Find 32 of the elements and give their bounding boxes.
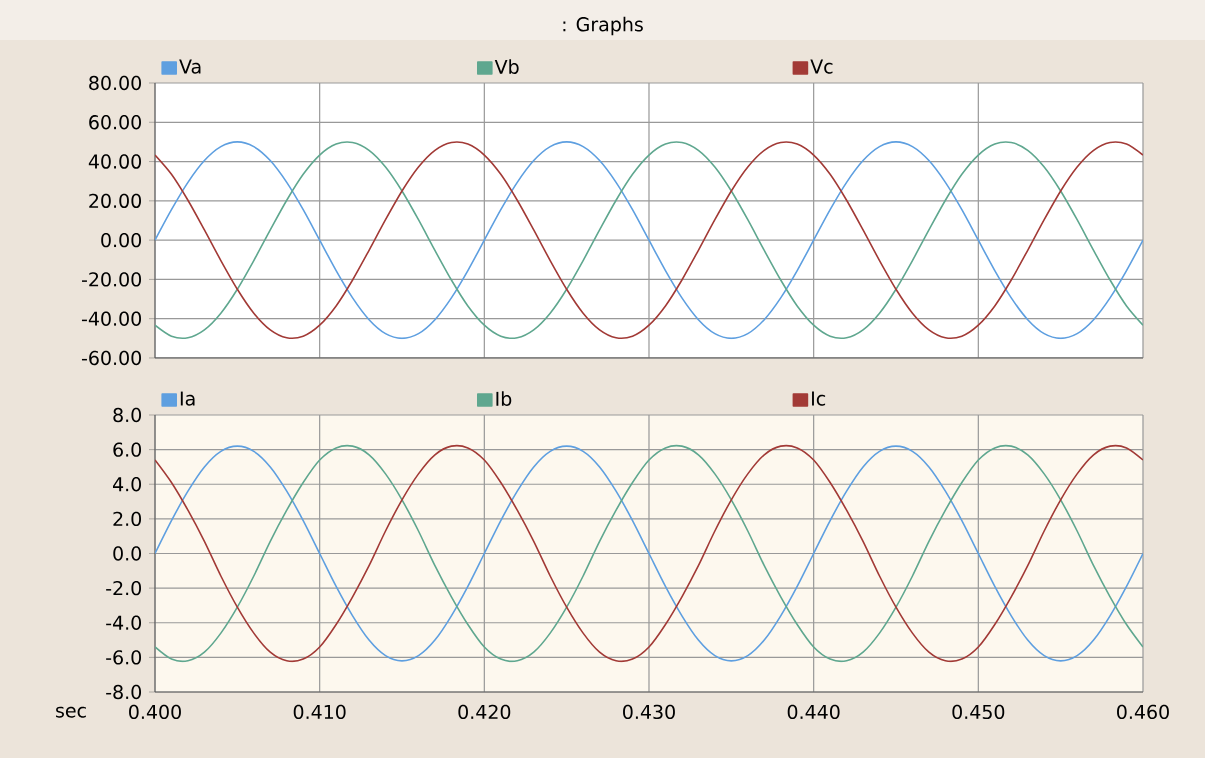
x-tick-label: 0.410 (293, 704, 346, 720)
legend-label: Ib (496, 391, 512, 407)
legend-label: Ic (812, 391, 826, 406)
legend-label: Ia (180, 391, 195, 406)
x-axis-title: sec (56, 706, 86, 718)
y-tick-label: 2.0 (113, 511, 141, 527)
x-tick-label: 0.450 (952, 704, 1005, 720)
y-tick-label: 0.00 (101, 232, 141, 248)
y-tick-label: -8.0 (106, 684, 142, 700)
y-tick-label: 20.00 (89, 193, 141, 209)
legend-label: Vc (810, 59, 833, 74)
chart-title: : Graphs (563, 16, 643, 36)
y-tick-label: 4.0 (113, 477, 141, 492)
y-tick-label: -40.00 (81, 311, 141, 326)
x-tick-label: 0.400 (129, 704, 181, 720)
legend-label: Va (179, 59, 201, 74)
y-tick-label: 8.0 (113, 407, 141, 423)
y-tick-label: 6.0 (113, 442, 141, 457)
y-tick-label: -20.00 (81, 272, 141, 287)
y-tick-label: 40.00 (88, 154, 141, 169)
y-tick-label: 60.00 (89, 115, 141, 130)
y-tick-label: -6.0 (106, 650, 142, 665)
legend-label: Vb (494, 59, 519, 75)
x-tick-label: 0.420 (458, 704, 511, 720)
y-tick-label: -4.0 (106, 615, 142, 630)
y-tick-label: 80.00 (89, 75, 141, 91)
x-tick-label: 0.460 (1117, 704, 1169, 720)
y-tick-label: -60.00 (81, 350, 141, 366)
y-tick-label: -2.0 (106, 580, 142, 596)
y-tick-label: 0.0 (113, 546, 141, 561)
x-tick-label: 0.430 (623, 704, 675, 720)
x-tick-label: 0.440 (787, 704, 840, 720)
